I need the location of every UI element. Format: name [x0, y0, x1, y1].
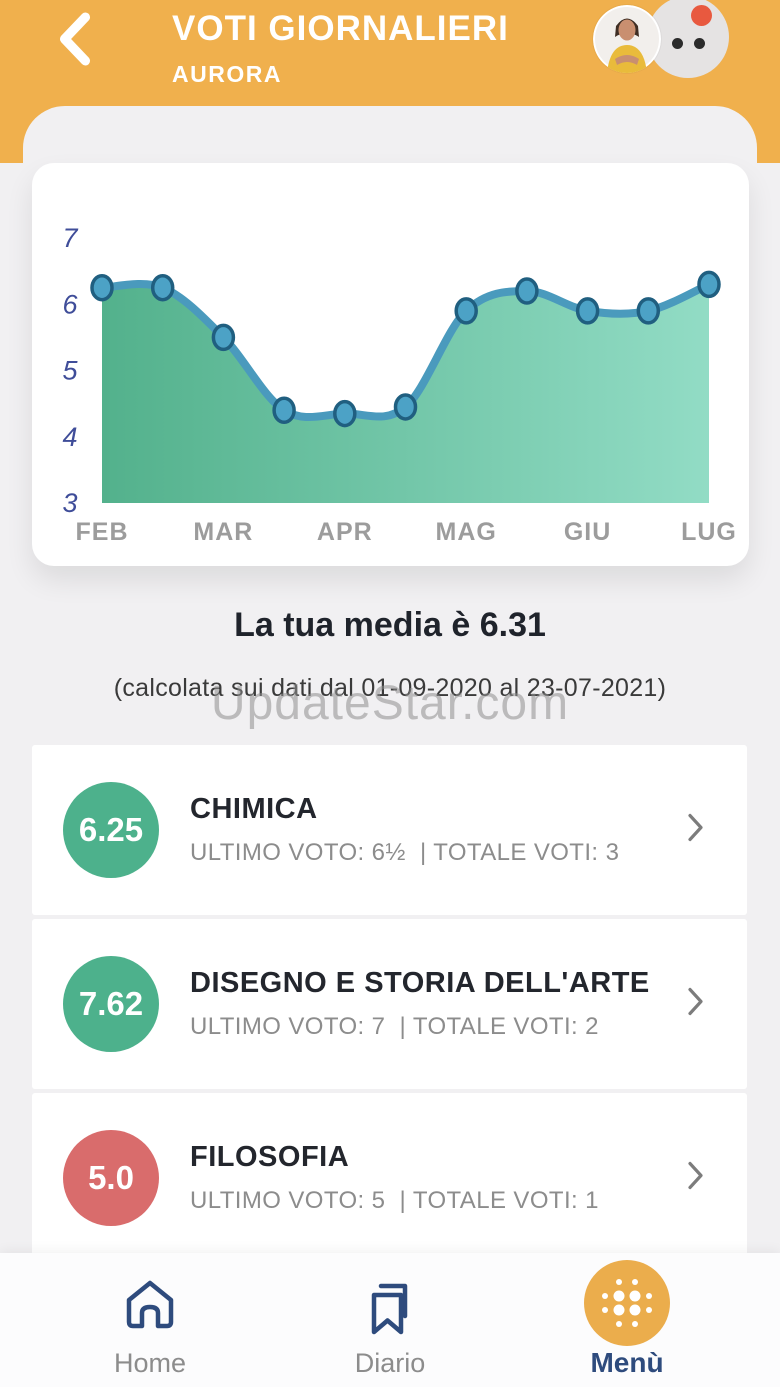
- face-dot-left: [672, 38, 683, 49]
- y-axis-tick: 4: [62, 422, 77, 452]
- avatar-photo: [593, 5, 661, 73]
- x-axis-label: GIU: [564, 518, 611, 546]
- page-subtitle: AURORA: [172, 61, 282, 87]
- x-axis-label: LUG: [681, 518, 737, 546]
- watermark: UpdateStar.com: [210, 677, 570, 730]
- x-axis-label: FEB: [76, 518, 129, 546]
- chart-card: 7 6 5 4 3 FEB MAR APR MAG GIU LUG: [32, 163, 749, 566]
- chevron-right-icon: [687, 1161, 705, 1196]
- x-axis-label: MAR: [193, 518, 253, 546]
- back-button[interactable]: [55, 12, 95, 66]
- y-axis-tick: 5: [62, 356, 78, 386]
- avatar[interactable]: [593, 5, 661, 73]
- chevron-right-icon: [687, 813, 705, 848]
- data-point: [515, 277, 539, 305]
- page-title: VOTI GIORNALIERI: [172, 9, 509, 48]
- nav-item-menu[interactable]: Menù: [562, 1253, 692, 1387]
- data-point: [150, 273, 175, 302]
- data-point: [333, 399, 357, 428]
- data-point: [454, 297, 478, 325]
- subject-list: 6.25 CHIMICA ULTIMO VOTO: 6½ | TOTALE VOTI…: [0, 745, 780, 1267]
- data-point: [636, 297, 661, 325]
- subject-text: DISEGNO E STORIA DELL'ARTE ULTIMO VOTO: 7…: [190, 967, 650, 1041]
- subject-text: FILOSOFIA ULTIMO VOTO: 5 | TOTALE VOTI: 1: [190, 1141, 599, 1215]
- subject-name: CHIMICA: [190, 793, 318, 825]
- average-badge: 5.0: [63, 1130, 159, 1226]
- subject-row[interactable]: 5.0 FILOSOFIA ULTIMO VOTO: 5 | TOTALE VOTI…: [32, 1093, 747, 1263]
- nav-label-diario: Diario: [354, 1348, 426, 1378]
- average-badge: 7.62: [63, 956, 159, 1052]
- data-point: [575, 297, 600, 325]
- subject-details: ULTIMO VOTO: 5 | TOTALE VOTI: 1: [190, 1187, 599, 1214]
- bottom-nav: Home Diario Menù: [0, 1253, 780, 1387]
- notification-face-icon[interactable]: [647, 0, 729, 78]
- subject-row[interactable]: 7.62 DISEGNO E STORIA DELL'ARTE ULTIMO VOT…: [32, 919, 747, 1089]
- average-badge: 6.25: [63, 782, 159, 878]
- data-point: [393, 393, 418, 421]
- chevron-right-icon: [687, 987, 705, 1022]
- x-axis-label: APR: [317, 518, 373, 546]
- data-point: [697, 270, 721, 299]
- nav-label-home: Home: [113, 1348, 187, 1378]
- subject-name: FILOSOFIA: [190, 1141, 350, 1173]
- bookmark-icon: [371, 1283, 408, 1335]
- y-axis-tick: 7: [62, 223, 78, 253]
- data-point: [272, 396, 296, 424]
- nav-label-menu: Menù: [590, 1347, 664, 1378]
- y-axis-tick: 6: [62, 289, 78, 319]
- notification-badge: [691, 5, 712, 26]
- back-chevron-icon: [59, 12, 91, 66]
- nav-item-diario[interactable]: Diario: [325, 1253, 455, 1387]
- subject-details: ULTIMO VOTO: 7 | TOTALE VOTI: 2: [190, 1013, 599, 1040]
- content-sheet-top: [23, 106, 757, 163]
- face-dot-right: [694, 38, 705, 49]
- average-subtitle: (calcolata sui dati dal 01-09-2020 al 23…: [113, 674, 667, 702]
- nav-item-home[interactable]: Home: [85, 1253, 215, 1387]
- subject-row[interactable]: 6.25 CHIMICA ULTIMO VOTO: 6½ | TOTALE VOTI…: [32, 745, 747, 915]
- menu-dots-icon: [584, 1260, 670, 1346]
- average-title: La tua media è 6.31: [234, 606, 546, 644]
- data-point: [90, 273, 114, 302]
- header-titles: VOTI GIORNALIERI AURORA: [172, 9, 509, 88]
- subject-text: CHIMICA ULTIMO VOTO: 6½ | TOTALE VOTI: 3: [190, 793, 619, 867]
- home-icon: [126, 1280, 174, 1329]
- subject-details: ULTIMO VOTO: 6½ | TOTALE VOTI: 3: [190, 839, 620, 866]
- x-axis-label: MAG: [436, 518, 497, 546]
- data-point: [211, 323, 236, 352]
- y-axis-tick: 3: [62, 488, 77, 518]
- subject-name: DISEGNO E STORIA DELL'ARTE: [190, 967, 650, 999]
